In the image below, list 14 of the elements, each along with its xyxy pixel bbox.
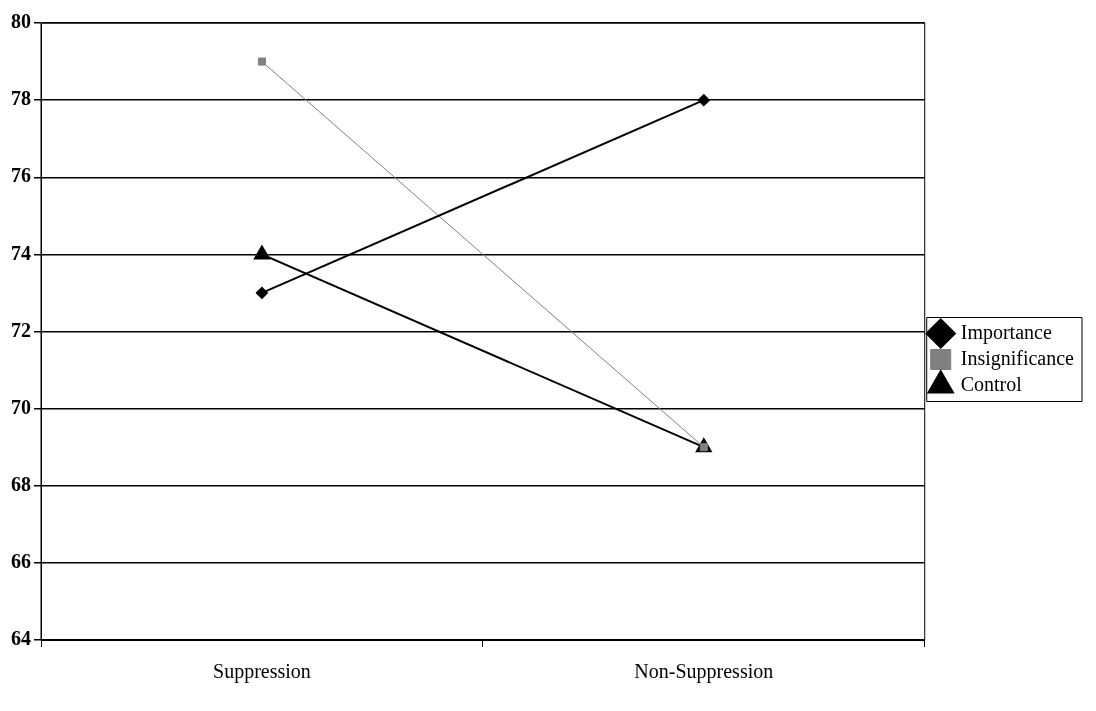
legend-label: Insignificance xyxy=(960,346,1075,370)
legend-label: Importance xyxy=(960,320,1052,344)
y-tick-label: 78 xyxy=(11,87,31,110)
y-tick-label: 70 xyxy=(11,395,31,418)
x-tick-label: Suppression xyxy=(213,660,311,684)
y-tick-label: 76 xyxy=(11,164,31,187)
y-tick-label: 72 xyxy=(11,318,31,341)
y-tick-label: 66 xyxy=(11,550,31,573)
y-tick-label: 68 xyxy=(11,472,31,495)
x-tick-label: Non-Suppression xyxy=(634,660,774,684)
y-tick-label: 74 xyxy=(11,241,31,264)
y-tick-label: 64 xyxy=(11,627,31,650)
legend-label: Control xyxy=(960,372,1023,395)
y-tick-label: 80 xyxy=(11,10,31,33)
